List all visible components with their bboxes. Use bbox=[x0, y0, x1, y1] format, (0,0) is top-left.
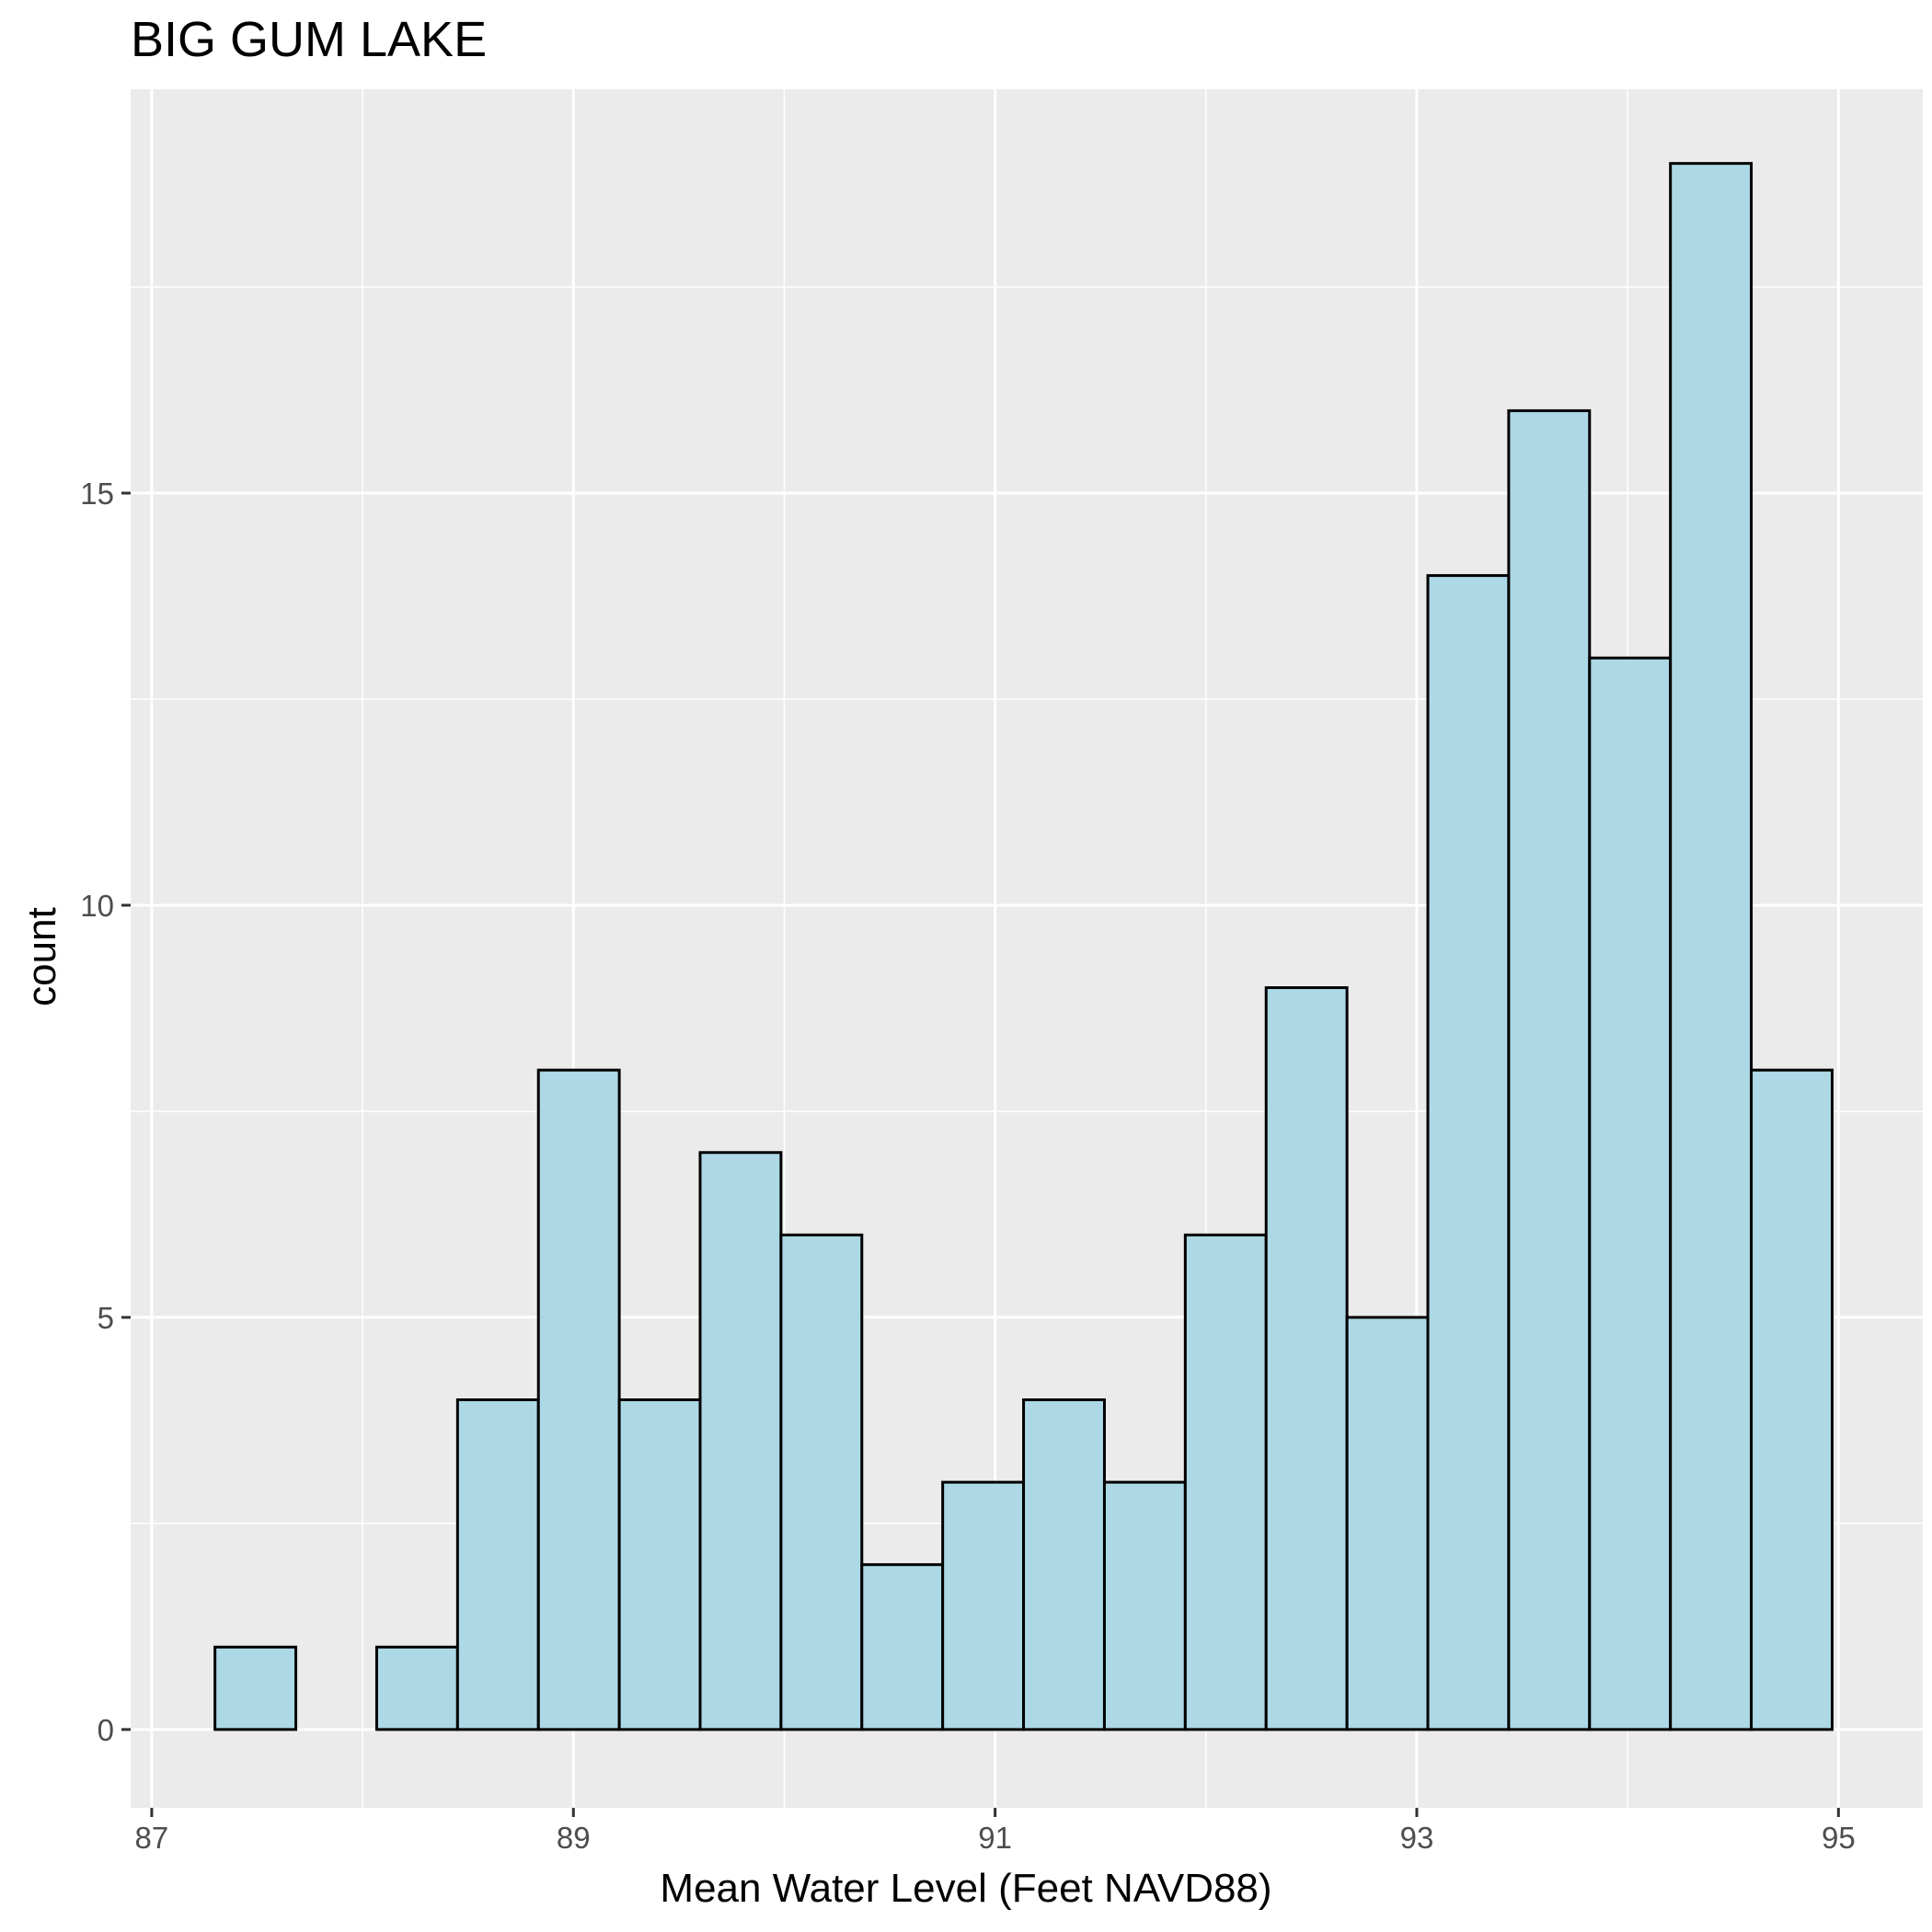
x-tick-label: 89 bbox=[557, 1821, 591, 1855]
x-axis-title: Mean Water Level (Feet NAVD88) bbox=[660, 1866, 1272, 1911]
histogram-bar bbox=[1426, 574, 1511, 1731]
histogram-bar bbox=[1588, 656, 1673, 1731]
histogram-bar bbox=[455, 1398, 540, 1731]
histogram-bar bbox=[1183, 1233, 1268, 1731]
histogram-bar bbox=[374, 1645, 459, 1731]
y-axis-title: count bbox=[19, 907, 64, 1006]
histogram-bar bbox=[213, 1645, 298, 1731]
histogram-bar bbox=[1750, 1068, 1834, 1731]
histogram-bar bbox=[536, 1068, 621, 1731]
chart-title: BIG GUM LAKE bbox=[131, 12, 488, 67]
x-tick-label: 91 bbox=[978, 1821, 1012, 1855]
y-tick-label: 5 bbox=[98, 1301, 114, 1335]
histogram-bar bbox=[1345, 1316, 1430, 1731]
x-tick-label: 95 bbox=[1822, 1821, 1856, 1855]
histogram-bar bbox=[617, 1398, 702, 1731]
y-tick-label: 15 bbox=[80, 477, 114, 511]
y-tick-label: 0 bbox=[98, 1713, 114, 1747]
x-tick-label: 87 bbox=[135, 1821, 169, 1855]
histogram-bar bbox=[1022, 1398, 1106, 1731]
histogram-bar bbox=[779, 1233, 864, 1731]
histogram-bar bbox=[860, 1563, 945, 1731]
x-tick-label: 93 bbox=[1400, 1821, 1434, 1855]
histogram-bar bbox=[941, 1480, 1026, 1731]
histogram-bar bbox=[1507, 408, 1592, 1731]
histogram-bar bbox=[1102, 1480, 1187, 1731]
histogram-bar bbox=[1669, 162, 1754, 1731]
y-tick-label: 10 bbox=[80, 889, 114, 923]
histogram-bar bbox=[1264, 986, 1349, 1731]
histogram-bar bbox=[698, 1151, 783, 1731]
